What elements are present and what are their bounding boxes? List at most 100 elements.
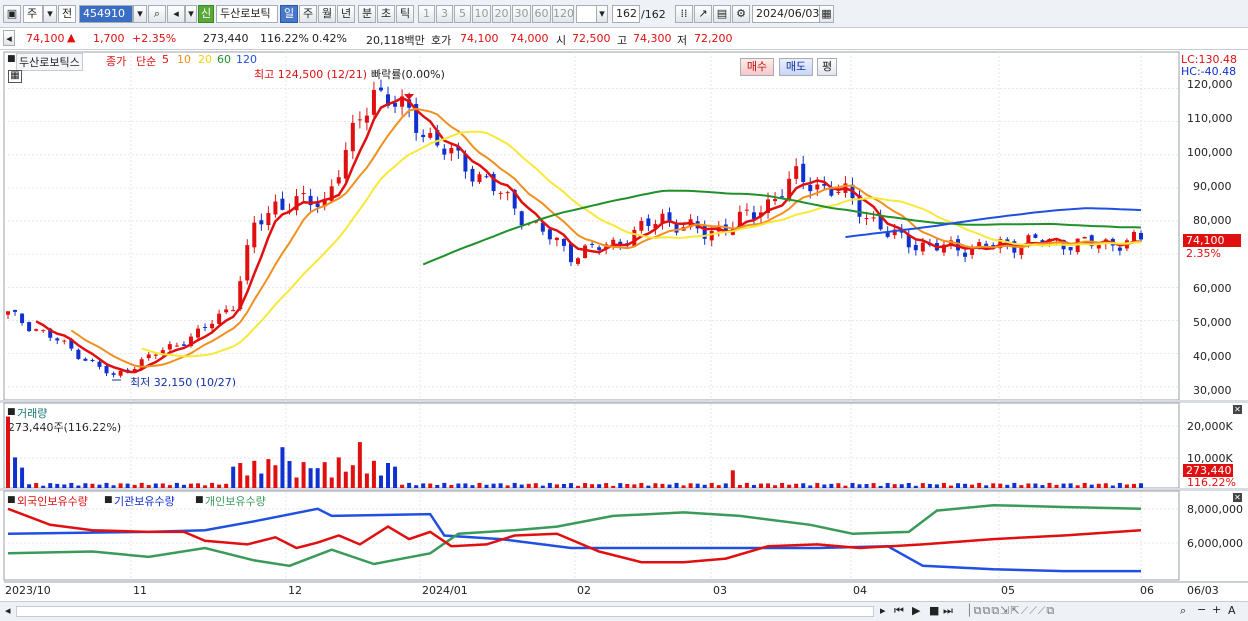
code-dropdown-icon[interactable]: ▾ [133,5,147,23]
high-marker [404,94,414,100]
candle [505,192,510,194]
scope-select[interactable]: 전 [58,5,76,23]
tools-icon[interactable]: ↗ [694,5,712,23]
market-dropdown-icon[interactable]: ▾ [43,5,57,23]
candle [920,242,925,252]
period-minute-button[interactable]: 분 [358,5,376,23]
date-label: 06 [1140,584,1154,597]
close-icon[interactable]: ✕ [1233,405,1242,414]
interval-60-button[interactable]: 60 [532,5,551,23]
zoom-icon[interactable]: ⌕ [1180,604,1187,617]
candle [1075,238,1080,253]
buy-button[interactable]: 매수 [740,58,774,76]
volume-bar [857,484,862,488]
volume-bar [723,483,728,488]
period-tick-button[interactable]: 틱 [396,5,414,23]
scroll-left-icon[interactable]: ◂ [5,604,11,617]
date-label: 2023/10 [5,584,51,597]
candle [104,366,109,374]
candle [688,219,693,228]
volume-badge: 273,440 [1183,464,1233,477]
interval-1-button[interactable]: 1 [418,5,435,23]
volume-bar [1075,485,1080,488]
period-week-button[interactable]: 주 [299,5,317,23]
candle [259,220,264,225]
interval-10-button[interactable]: 10 [472,5,491,23]
code-input[interactable]: 454910 [79,5,133,23]
gear-icon[interactable]: ⚙ [732,5,750,23]
date-label: 04 [853,584,867,597]
sound-dropdown-icon[interactable]: ▾ [185,5,197,23]
count-input[interactable]: 162 [612,5,640,23]
collapse-icon[interactable]: ■ [195,495,204,505]
candle [998,239,1003,249]
market-select[interactable]: 주 [23,5,43,23]
candle [547,229,552,240]
interval-120-button[interactable]: 120 [552,5,574,23]
candle [1012,241,1017,253]
first-page-icon[interactable]: ⏮ [894,604,904,617]
collapse-icon[interactable]: ■ [7,54,16,64]
candle [526,223,531,225]
search-icon[interactable]: ⌕ [148,5,166,23]
interval-dropdown-icon[interactable]: ▾ [596,5,608,23]
candle [294,196,299,211]
sound-icon[interactable]: ◂ [167,5,185,23]
volume-bar [583,483,588,488]
last-page-icon[interactable]: ⏭ [943,604,953,617]
interval-3-button[interactable]: 3 [436,5,453,23]
collapse-icon[interactable]: ■ [104,495,113,505]
volume-bar [491,483,496,488]
candle [1139,232,1143,240]
collapse-icon[interactable]: ■ [7,407,16,417]
volume-bar [470,485,475,488]
candle [1033,234,1038,238]
holding-institution-label: 기관보유수량 [114,495,175,508]
ask-price: 74,100 [460,32,499,45]
period-year-button[interactable]: 년 [337,5,355,23]
interval-20-button[interactable]: 20 [492,5,511,23]
period-second-button[interactable]: 초 [377,5,395,23]
volume-bar [315,468,320,488]
candle [357,119,362,121]
candle [371,89,376,115]
price-tick: 120,000 [1187,78,1233,91]
drawing-tools-icon[interactable]: │⧉⧉⧉⇲⇱⟋⟋⟋⧉ [966,604,1056,617]
interval-5-button[interactable]: 5 [454,5,471,23]
volume-bar [343,471,348,488]
scrollbar-track[interactable] [16,606,874,617]
table-icon[interactable]: ▦ [8,70,22,83]
date-input[interactable]: 2024/06/03 [752,5,820,23]
zoom-in-icon[interactable]: + [1212,603,1222,616]
candle [632,229,637,247]
calendar-icon[interactable]: ▦ [819,5,834,23]
zoom-out-icon[interactable]: − [1197,603,1207,616]
expand-icon[interactable]: ◂ [3,30,15,46]
volume-bar [421,483,426,488]
scroll-right-icon[interactable]: ▸ [880,604,886,617]
sell-button[interactable]: 매도 [779,58,813,76]
stop-icon[interactable]: ■ [929,604,940,617]
volume-bar [1054,484,1059,488]
volume-bar [646,485,651,488]
date-label: 11 [133,584,147,597]
volume-bar [174,482,179,488]
play-icon[interactable]: ▶ [912,604,921,617]
layout-icon[interactable]: ▣ [3,5,21,23]
evaluation-button[interactable]: 평 [817,58,837,76]
legend-stock-name[interactable]: 두산로보틱스 [16,53,83,71]
close-icon[interactable]: ✕ [1233,493,1242,502]
holdings-panel [3,490,1180,581]
hc-label: HC:-40.48 [1181,65,1237,78]
volume-bar [83,483,88,488]
save-icon[interactable]: ▤ [713,5,731,23]
grid-icon[interactable]: ⁞⁞ [675,5,693,23]
volume-bar [104,482,109,488]
period-month-button[interactable]: 월 [318,5,336,23]
font-size-icon[interactable]: A [1228,604,1236,617]
volume-bar [224,483,229,488]
collapse-icon[interactable]: ■ [7,495,16,505]
interval-30-button[interactable]: 30 [512,5,531,23]
candle [892,229,897,236]
period-day-button[interactable]: 일 [280,5,298,23]
